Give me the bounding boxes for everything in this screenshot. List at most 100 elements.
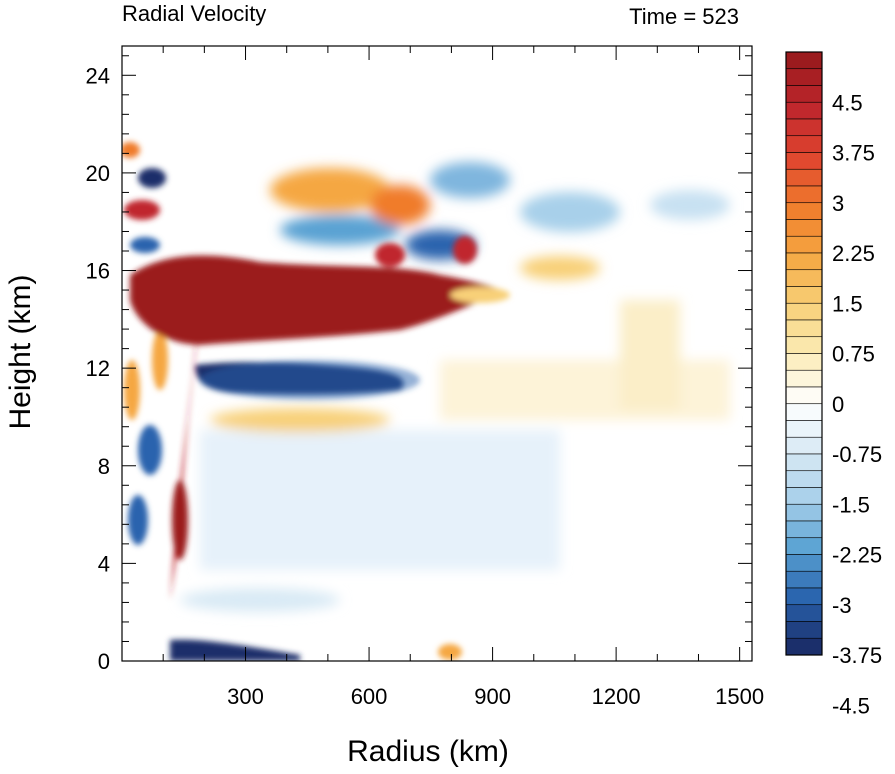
left-orange-2 <box>124 360 140 420</box>
colorbar-cell <box>785 319 823 338</box>
colorbar-cell <box>785 587 823 606</box>
colorbar-label: 3 <box>832 191 844 216</box>
warm-band-mid <box>210 408 390 432</box>
y-tick-label: 12 <box>86 356 110 381</box>
left-blue-4 <box>128 495 148 545</box>
x-axis-label: Radius (km) <box>347 735 509 768</box>
x-axis: 300 600 900 1200 1500 <box>162 46 764 709</box>
upper-blue-1 <box>520 192 620 232</box>
colorbar-cell <box>785 336 823 354</box>
upper-warm-2 <box>270 168 390 212</box>
colorbar-cell <box>785 51 823 70</box>
blue-band-low <box>180 588 340 612</box>
colorbar-label: 1.5 <box>832 291 863 316</box>
colorbar-frame <box>785 51 823 656</box>
colorbar-cell <box>785 302 823 321</box>
colorbar-label: 3.75 <box>832 141 875 166</box>
colorbar-label: -1.5 <box>832 492 870 517</box>
colorbar-cell <box>785 369 823 388</box>
upper-blue-3 <box>430 162 510 198</box>
colorbar-cell <box>785 118 823 137</box>
outflow-tail <box>450 287 510 303</box>
colorbar: 4.5 3.75 3 2.25 1.5 0.75 0 -0.75 -1.5 -2.25 -3 -3.7… <box>785 51 882 718</box>
colorbar-label: -0.75 <box>832 442 882 467</box>
colorbar-cell <box>785 453 823 472</box>
colorbar-cell <box>785 202 823 220</box>
colorbar-cell <box>785 101 823 120</box>
colorbar-cell <box>785 185 823 204</box>
velocity-field <box>122 142 730 661</box>
y-tick-label: 8 <box>98 454 110 479</box>
colorbar-cell <box>785 269 823 287</box>
upper-blue-2 <box>650 190 730 220</box>
colorbar-cell <box>785 637 823 656</box>
colorbar-cell <box>785 168 823 187</box>
left-red-1 <box>124 200 160 220</box>
y-axis: 0 4 8 12 16 20 24 <box>86 55 752 674</box>
light-warm-patch <box>440 360 730 420</box>
colorbar-cell <box>785 252 823 271</box>
light-warm-patch-2 <box>620 300 680 410</box>
title-left: Radial Velocity <box>122 1 266 26</box>
colorbar-cell <box>785 570 823 589</box>
y-tick-label: 4 <box>98 551 110 576</box>
x-tick-label: 600 <box>351 684 388 709</box>
colorbar-cell <box>785 152 823 170</box>
outflow-red-lobe-1 <box>375 243 405 267</box>
colorbar-cell <box>785 503 823 522</box>
warm-band-upper-1 <box>370 185 430 225</box>
x-tick-label: 1200 <box>592 684 641 709</box>
boundary-warm <box>438 644 462 660</box>
upper-outflow-band <box>130 255 505 345</box>
y-axis-label: Height (km) <box>4 274 37 429</box>
upper-blue-4 <box>280 215 400 245</box>
colorbar-label: -2.25 <box>832 543 882 568</box>
colorbar-cell <box>785 135 823 153</box>
inflow-edge <box>200 360 420 400</box>
colorbar-label: 2.25 <box>832 241 875 266</box>
colorbar-cell <box>785 85 823 103</box>
colorbar-cell <box>785 353 823 371</box>
colorbar-cell <box>785 219 823 237</box>
x-tick-label: 900 <box>474 684 511 709</box>
colorbar-label: 0 <box>832 392 844 417</box>
colorbar-cell <box>785 487 823 505</box>
eyewall-red-core <box>172 480 188 560</box>
colorbar-cell <box>785 420 823 438</box>
y-tick-label: 0 <box>98 649 110 674</box>
boundary-inflow <box>170 639 300 661</box>
colorbar-label: -3.75 <box>832 643 882 668</box>
y-tick-label: 24 <box>86 63 110 88</box>
colorbar-cell <box>785 386 823 405</box>
colorbar-cell <box>785 554 823 572</box>
colorbar-cell <box>785 235 823 254</box>
colorbar-cell <box>785 436 823 455</box>
colorbar-label: 0.75 <box>832 342 875 367</box>
x-tick-label: 300 <box>227 684 264 709</box>
colorbar-cell <box>785 470 823 488</box>
colorbar-cell <box>785 286 823 304</box>
colorbar-label: -3 <box>832 593 852 618</box>
x-tick-label: 1500 <box>715 684 764 709</box>
colorbar-cell <box>785 604 823 622</box>
colorbar-cell <box>785 621 823 639</box>
outflow-red-lobe-2 <box>453 236 477 264</box>
colorbar-cell <box>785 537 823 555</box>
left-blue-1 <box>138 168 166 188</box>
light-blue-lower <box>200 430 560 570</box>
y-tick-label: 16 <box>86 259 110 284</box>
left-blue-2 <box>130 237 160 253</box>
colorbar-label: 4.5 <box>832 90 863 115</box>
left-orange-1 <box>122 142 140 158</box>
colorbar-label: -4.5 <box>832 693 870 718</box>
plot-frame <box>121 45 753 662</box>
colorbar-cell <box>785 68 823 86</box>
upper-warm-1 <box>520 256 600 280</box>
colorbar-cell <box>785 403 823 421</box>
left-blue-3 <box>138 425 162 475</box>
y-tick-label: 20 <box>86 161 110 186</box>
left-orange-3 <box>152 330 168 390</box>
colorbar-cell <box>785 520 823 539</box>
title-right: Time = 523 <box>629 4 739 29</box>
